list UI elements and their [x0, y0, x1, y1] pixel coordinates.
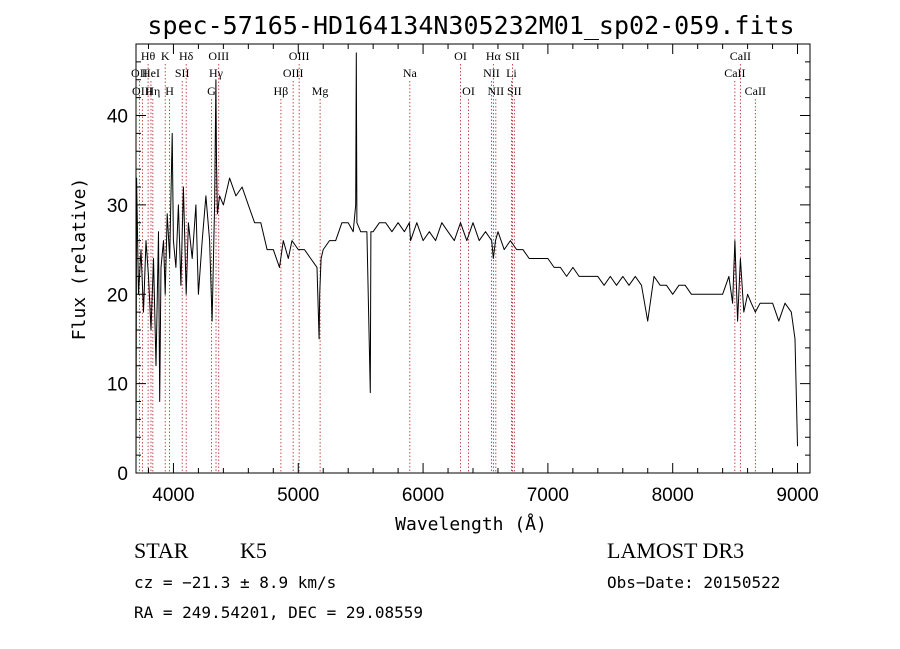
- spectral-line-label: SII: [505, 49, 520, 63]
- spectral-line-label: Hθ: [141, 49, 156, 63]
- spectral-line-label: HeI: [142, 66, 160, 80]
- spectral-line-label: Hδ: [179, 49, 194, 63]
- x-tick-label: 4000: [152, 485, 194, 506]
- spectral-line-label: NII: [488, 84, 505, 98]
- x-axis-ticks: 4000 5000 6000 7000 8000 9000: [147, 44, 819, 506]
- plot-frame: [135, 43, 811, 474]
- spectral-line-labels: HθOIIOIIIHeIHηKHSIIHδHγGOIIIHβOIIIOIIIMg…: [131, 49, 766, 98]
- redshift-velocity: cz = −21.3 ± 8.9 km/s: [134, 573, 336, 592]
- observation-date: Obs−Date: 20150522: [607, 573, 780, 592]
- spectral-line-label: CaII: [745, 84, 766, 98]
- spectral-line-label: NII: [483, 66, 500, 80]
- spectral-line-label: Hα: [486, 49, 502, 63]
- spectral-line-label: OII: [131, 66, 148, 80]
- spectral-line-label: Hγ: [209, 66, 224, 80]
- spectral-line-label: H: [165, 84, 174, 98]
- spectral-line-label: SII: [507, 84, 522, 98]
- spectral-line-label: CaII: [724, 66, 745, 80]
- object-subclass: K5: [240, 538, 267, 563]
- spectral-line-label: OIII: [208, 49, 229, 63]
- spectral-line-label: Mg: [312, 84, 329, 98]
- spectral-line-label: OI: [462, 84, 475, 98]
- y-axis-ticks: 0 10 20 30 40: [107, 61, 810, 485]
- y-tick-label: 30: [107, 196, 128, 217]
- coordinates: RA = 249.54201, DEC = 29.08559: [134, 603, 423, 622]
- spectral-line-label: G: [207, 84, 216, 98]
- x-tick-label: 7000: [527, 485, 569, 506]
- spectrum-trace: [135, 52, 798, 474]
- spectral-line-label: Li: [506, 66, 517, 80]
- spectral-line-label: OI: [454, 49, 467, 63]
- spectral-line-label: OIII: [132, 84, 153, 98]
- y-axis-label: Flux (relative): [69, 178, 90, 341]
- y-tick-label: 40: [107, 107, 128, 128]
- x-tick-label: 9000: [776, 485, 818, 506]
- y-tick-label: 0: [117, 464, 128, 485]
- spectrum-layer: [135, 52, 798, 474]
- spectral-line-label: OIII: [283, 66, 304, 80]
- spectral-line-markers: [138, 64, 756, 473]
- y-tick-label: 20: [107, 285, 128, 306]
- spectral-line-label: K: [161, 49, 170, 63]
- x-tick-label: 6000: [402, 485, 444, 506]
- spectral-line-label: Hη: [145, 84, 160, 98]
- spectral-line-label: OIII: [289, 49, 310, 63]
- spectral-line-label: Hβ: [274, 84, 289, 98]
- x-tick-label: 5000: [277, 485, 319, 506]
- object-class: STAR: [134, 538, 189, 563]
- spectral-line-label: CaII: [730, 49, 751, 63]
- y-tick-label: 10: [107, 375, 128, 396]
- spectral-line-label: Na: [403, 66, 418, 80]
- chart-title: spec-57165-HD164134N305232M01_sp02-059.f…: [147, 11, 794, 40]
- spectral-line-label: SII: [175, 66, 190, 80]
- survey-name: LAMOST DR3: [607, 538, 744, 563]
- x-tick-label: 8000: [652, 485, 694, 506]
- x-axis-label: Wavelength (Å): [395, 513, 547, 535]
